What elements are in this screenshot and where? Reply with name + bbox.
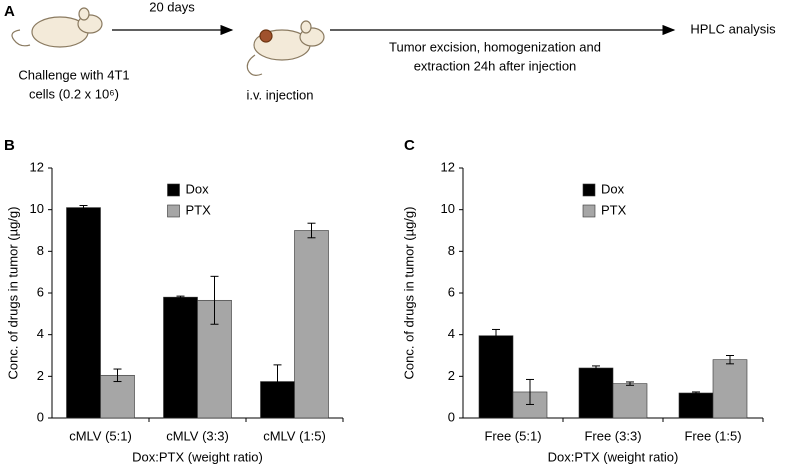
y-tick-label: 12 [441, 159, 455, 174]
x-axis-label: Dox:PTX (weight ratio) [132, 449, 263, 464]
bar [66, 207, 101, 419]
y-tick-label: 12 [30, 159, 44, 174]
x-tick-label: Free (5:1) [484, 428, 541, 443]
legend-swatch [167, 183, 180, 197]
bar [478, 335, 514, 419]
step-label: extraction 24h after injection [414, 58, 577, 73]
mouse-icon [246, 20, 325, 76]
y-tick-label: 2 [448, 368, 455, 383]
panel-label: A [4, 3, 15, 20]
error-bar [79, 205, 88, 211]
y-tick-label: 10 [441, 201, 455, 216]
error-bar [210, 275, 219, 325]
x-tick-label: cMLV (1:5) [263, 428, 326, 443]
error-bar [492, 328, 500, 343]
x-axis-label: Dox:PTX (weight ratio) [548, 449, 679, 464]
y-tick-label: 6 [448, 284, 455, 299]
legend-label: Dox [601, 181, 625, 196]
bar [678, 392, 714, 419]
legend-swatch [582, 204, 596, 218]
legend-label: PTX [601, 202, 627, 217]
x-tick-label: Free (3:3) [584, 428, 641, 443]
bar [163, 296, 198, 419]
step-label: i.v. injection [247, 87, 314, 102]
error-bar [307, 222, 316, 239]
bar [578, 367, 614, 419]
step-label: HPLC analysis [690, 21, 776, 36]
x-tick-label: Free (1:5) [684, 428, 741, 443]
y-axis-label: Conc. of drugs in tumor (µg/g) [401, 207, 416, 380]
bar [712, 359, 748, 419]
mouse-icon [11, 7, 103, 48]
error-bar [526, 378, 534, 405]
y-tick-label: 4 [37, 326, 44, 341]
legend-swatch [167, 204, 180, 218]
step-label: Challenge with 4T1 [18, 67, 129, 82]
y-tick-label: 0 [37, 409, 44, 424]
y-tick-label: 6 [37, 284, 44, 299]
step-label: 20 days [149, 0, 195, 14]
y-tick-label: 4 [448, 326, 455, 341]
y-tick-label: 8 [448, 243, 455, 258]
bar [294, 230, 329, 419]
y-tick-label: 8 [37, 243, 44, 258]
bar [612, 383, 648, 419]
error-bar [176, 295, 185, 299]
step-label: Tumor excision, homogenization and [389, 39, 601, 54]
panel-label: B [4, 137, 15, 154]
error-bar [726, 355, 734, 365]
error-bar [273, 364, 282, 399]
error-bar [626, 381, 634, 386]
y-axis-label: Conc. of drugs in tumor (µg/g) [5, 207, 20, 380]
y-tick-label: 10 [30, 201, 44, 216]
legend-label: Dox [186, 181, 210, 196]
error-bar [692, 391, 700, 395]
x-tick-label: cMLV (3:3) [166, 428, 229, 443]
legend-swatch [582, 183, 596, 197]
y-tick-label: 0 [448, 409, 455, 424]
step-label: cells (0.2 x 10⁶) [29, 86, 119, 101]
legend-label: PTX [186, 202, 212, 217]
y-tick-label: 2 [37, 368, 44, 383]
panel-label: C [404, 137, 415, 154]
error-bar [592, 365, 600, 371]
x-tick-label: cMLV (5:1) [69, 428, 132, 443]
bar [100, 374, 135, 419]
error-bar [113, 368, 122, 383]
